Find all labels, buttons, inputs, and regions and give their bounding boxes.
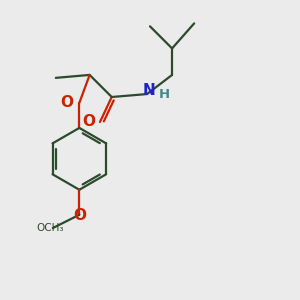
Text: OCH₃: OCH₃	[37, 223, 64, 233]
Text: O: O	[82, 114, 95, 129]
Text: H: H	[159, 88, 170, 101]
Text: O: O	[61, 95, 74, 110]
Text: N: N	[142, 83, 155, 98]
Text: O: O	[73, 208, 86, 223]
